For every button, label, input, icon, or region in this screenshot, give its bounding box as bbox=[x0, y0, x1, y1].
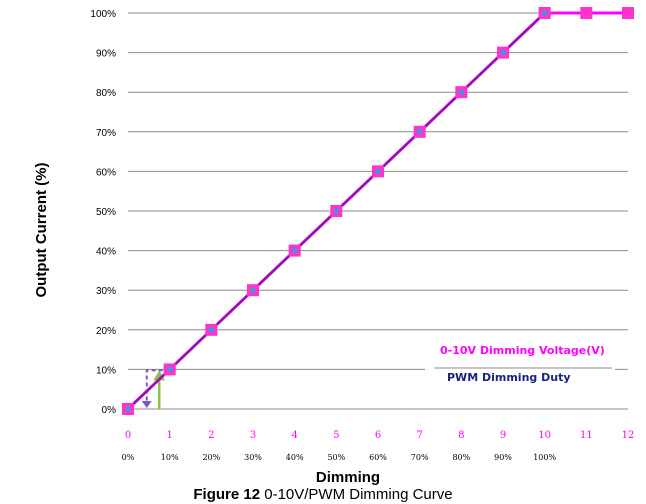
data-point-voltage bbox=[580, 7, 593, 19]
x-tick-label-duty: 20% bbox=[202, 453, 220, 462]
x-tick-label-duty: 60% bbox=[369, 453, 387, 462]
x-tick-label-duty: 100% bbox=[533, 453, 556, 462]
x-axis-title: Dimming bbox=[316, 469, 380, 486]
data-point-duty bbox=[292, 248, 298, 254]
data-point-duty bbox=[167, 366, 173, 372]
data-point-duty bbox=[125, 406, 131, 412]
x-tick-label-voltage: 5 bbox=[333, 430, 339, 441]
x-tick-label-duty: 80% bbox=[452, 453, 470, 462]
y-tick-label: 70% bbox=[96, 128, 116, 139]
data-point-voltage bbox=[622, 7, 634, 19]
x-tick-label-voltage: 11 bbox=[580, 430, 593, 441]
legend: 0-10V Dimming Voltage(V) PWM Dimming Dut… bbox=[425, 338, 615, 388]
caption-prefix: Figure 12 bbox=[193, 486, 261, 503]
x-tick-label-voltage: 7 bbox=[416, 430, 422, 441]
y-tick-labels: 0% 10% 20% 30% 40% 50% 60% 70% 80% 90% 100% bbox=[90, 9, 116, 416]
x-tick-label-voltage: 4 bbox=[291, 430, 297, 441]
x-tick-label-duty: 40% bbox=[286, 453, 304, 462]
data-point-duty bbox=[500, 50, 506, 56]
y-tick-label: 90% bbox=[96, 49, 116, 60]
data-point-duty bbox=[250, 287, 256, 293]
legend-duty: PWM Dimming Duty bbox=[447, 371, 571, 384]
x-tick-label-voltage: 3 bbox=[250, 430, 256, 441]
x-tick-label-voltage: 10 bbox=[538, 430, 551, 441]
y-tick-label: 50% bbox=[96, 207, 116, 218]
x-tick-label-voltage: 9 bbox=[500, 430, 506, 441]
x-tick-label-duty: 50% bbox=[327, 453, 345, 462]
data-point-duty bbox=[542, 10, 548, 16]
x-tick-labels: 0 1 2 3 4 5 6 7 8 9 10 11 120% 10% 20% 30% 40% 50% 60% 70% 8… bbox=[122, 430, 635, 462]
x-tick-label-voltage: 6 bbox=[375, 430, 381, 441]
x-tick-label-voltage: 1 bbox=[166, 430, 172, 441]
x-tick-label-duty: 0% bbox=[122, 453, 135, 462]
x-tick-label-voltage: 8 bbox=[458, 430, 464, 441]
data-markers bbox=[122, 7, 634, 415]
y-tick-label: 0% bbox=[102, 405, 117, 416]
x-tick-label-voltage: 12 bbox=[622, 430, 635, 441]
data-point-duty bbox=[458, 89, 464, 95]
data-point-duty bbox=[333, 208, 339, 214]
y-axis-title: Output Current (%) bbox=[33, 163, 50, 298]
x-tick-label-duty: 10% bbox=[161, 453, 179, 462]
y-tick-label: 10% bbox=[96, 365, 116, 376]
x-tick-label-duty: 30% bbox=[244, 453, 262, 462]
y-tick-label: 30% bbox=[96, 286, 116, 297]
y-tick-label: 40% bbox=[96, 247, 116, 258]
x-tick-label-duty: 70% bbox=[411, 453, 429, 462]
legend-box bbox=[425, 338, 615, 388]
y-tick-label: 60% bbox=[96, 167, 116, 178]
data-point-duty bbox=[417, 129, 423, 135]
data-point-duty bbox=[208, 327, 214, 333]
legend-voltage: 0-10V Dimming Voltage(V) bbox=[440, 344, 605, 357]
x-tick-label-duty: 90% bbox=[494, 453, 512, 462]
hysteresis-down-arrowhead bbox=[141, 401, 152, 408]
x-tick-label-voltage: 2 bbox=[208, 430, 214, 441]
data-point-duty bbox=[375, 168, 381, 174]
hysteresis-arrows bbox=[141, 369, 170, 409]
y-tick-label: 80% bbox=[96, 88, 116, 99]
x-tick-label-voltage: 0 bbox=[125, 430, 131, 441]
caption-text: 0-10V/PWM Dimming Curve bbox=[260, 486, 453, 503]
y-tick-label: 20% bbox=[96, 326, 116, 337]
figure-caption: Figure 12 0-10V/PWM Dimming Curve bbox=[0, 486, 646, 503]
y-tick-label: 100% bbox=[90, 9, 116, 20]
